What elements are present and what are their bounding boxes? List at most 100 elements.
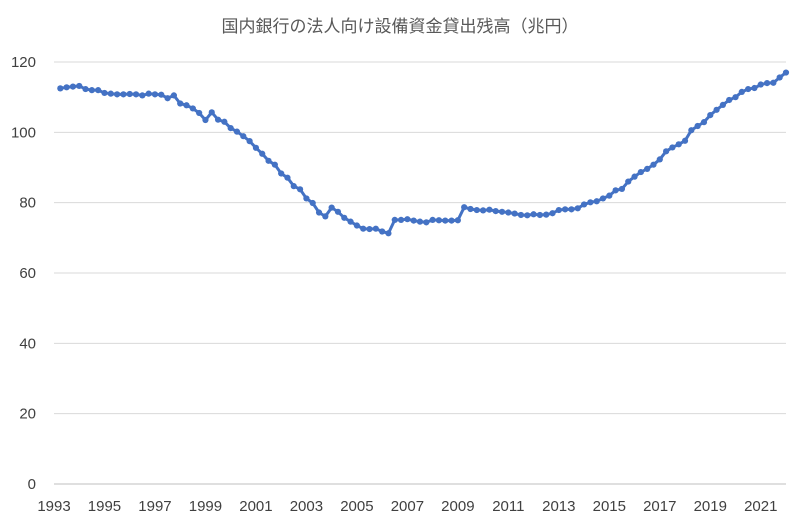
gridlines: [54, 61, 786, 485]
data-point: [278, 170, 285, 177]
data-point: [259, 150, 266, 157]
x-tick-label: 2009: [441, 498, 474, 515]
data-point: [663, 148, 670, 155]
x-tick-label: 2005: [340, 498, 373, 515]
data-point: [732, 94, 739, 101]
data-point: [227, 125, 234, 132]
data-point: [492, 208, 499, 215]
data-point: [284, 174, 291, 181]
data-point: [164, 95, 171, 102]
data-point: [637, 168, 644, 176]
x-tick-label: 2013: [542, 498, 575, 515]
data-point: [196, 109, 203, 117]
data-point: [139, 92, 146, 99]
x-tick-label: 1999: [189, 498, 222, 515]
data-point: [587, 199, 594, 206]
data-point: [448, 217, 455, 224]
data-point: [114, 91, 121, 98]
data-point: [397, 216, 405, 223]
data-point: [524, 212, 531, 219]
data-point: [745, 85, 752, 93]
data-point: [265, 157, 272, 164]
data-point: [536, 211, 543, 219]
data-point: [416, 218, 424, 225]
data-point: [505, 209, 512, 216]
data-point: [379, 228, 386, 235]
data-point: [707, 112, 714, 119]
data-point: [69, 83, 77, 90]
data-point: [713, 106, 720, 113]
data-point: [530, 211, 537, 218]
data-point: [543, 211, 550, 218]
data-point: [681, 137, 689, 144]
data-point: [252, 144, 260, 151]
x-tick-label: 2017: [643, 498, 676, 515]
data-point: [593, 198, 600, 205]
data-point: [776, 74, 783, 81]
data-point: [631, 173, 638, 180]
data-point: [82, 85, 89, 93]
x-tick-label: 1995: [88, 498, 121, 515]
data-point: [353, 222, 360, 229]
data-point: [410, 217, 417, 224]
data-point: [233, 128, 241, 135]
x-tick-label: 1997: [138, 498, 171, 515]
x-axis-tick-labels: 1993 1995 1997 1999 2001 2003 2005 2007 2009 2011…: [37, 498, 777, 515]
x-tick-label: 2011: [492, 498, 524, 515]
data-point: [347, 218, 354, 225]
data-point: [700, 119, 708, 126]
data-point: [158, 91, 165, 98]
data-point: [770, 79, 777, 86]
data-point: [719, 101, 726, 109]
data-point: [145, 90, 152, 97]
data-point: [303, 195, 310, 202]
data-point: [454, 217, 461, 224]
data-point: [580, 201, 588, 208]
data-point: [366, 225, 373, 233]
data-point: [498, 208, 506, 215]
data-point: [385, 230, 392, 237]
data-point: [644, 165, 651, 173]
data-point: [606, 192, 613, 199]
data-point: [322, 213, 329, 220]
data-point: [208, 109, 215, 116]
data-point: [757, 81, 764, 88]
data-point: [423, 219, 430, 226]
data-point: [555, 206, 562, 214]
data-point: [675, 141, 682, 148]
data-point: [101, 89, 108, 97]
data-point: [151, 91, 159, 98]
data-point: [132, 91, 140, 98]
data-point: [290, 183, 297, 190]
data-point: [126, 90, 133, 98]
data-point: [599, 195, 607, 202]
data-point: [688, 127, 695, 134]
x-tick-label: 1993: [37, 498, 70, 515]
y-tick-label: 80: [19, 195, 36, 212]
data-point: [511, 210, 518, 217]
x-tick-label: 2015: [593, 498, 626, 515]
data-point: [170, 92, 177, 99]
data-point: [618, 185, 626, 193]
data-point: [517, 211, 525, 219]
data-point: [57, 85, 64, 92]
data-point: [763, 80, 771, 87]
data-point: [341, 214, 348, 221]
data-point: [297, 186, 304, 193]
data-point: [574, 205, 581, 212]
data-point: [120, 91, 127, 98]
data-point: [435, 217, 443, 224]
data-point: [480, 207, 487, 214]
data-point: [107, 90, 114, 97]
data-point: [625, 178, 632, 185]
data-point: [726, 96, 733, 104]
data-point: [656, 156, 663, 163]
data-point: [467, 205, 474, 213]
data-point: [328, 204, 335, 211]
data-point: [486, 206, 493, 213]
data-point: [612, 187, 619, 194]
x-tick-label: 2007: [391, 498, 424, 515]
data-point: [63, 84, 70, 91]
data-point: [429, 216, 436, 223]
data-point: [315, 209, 323, 216]
